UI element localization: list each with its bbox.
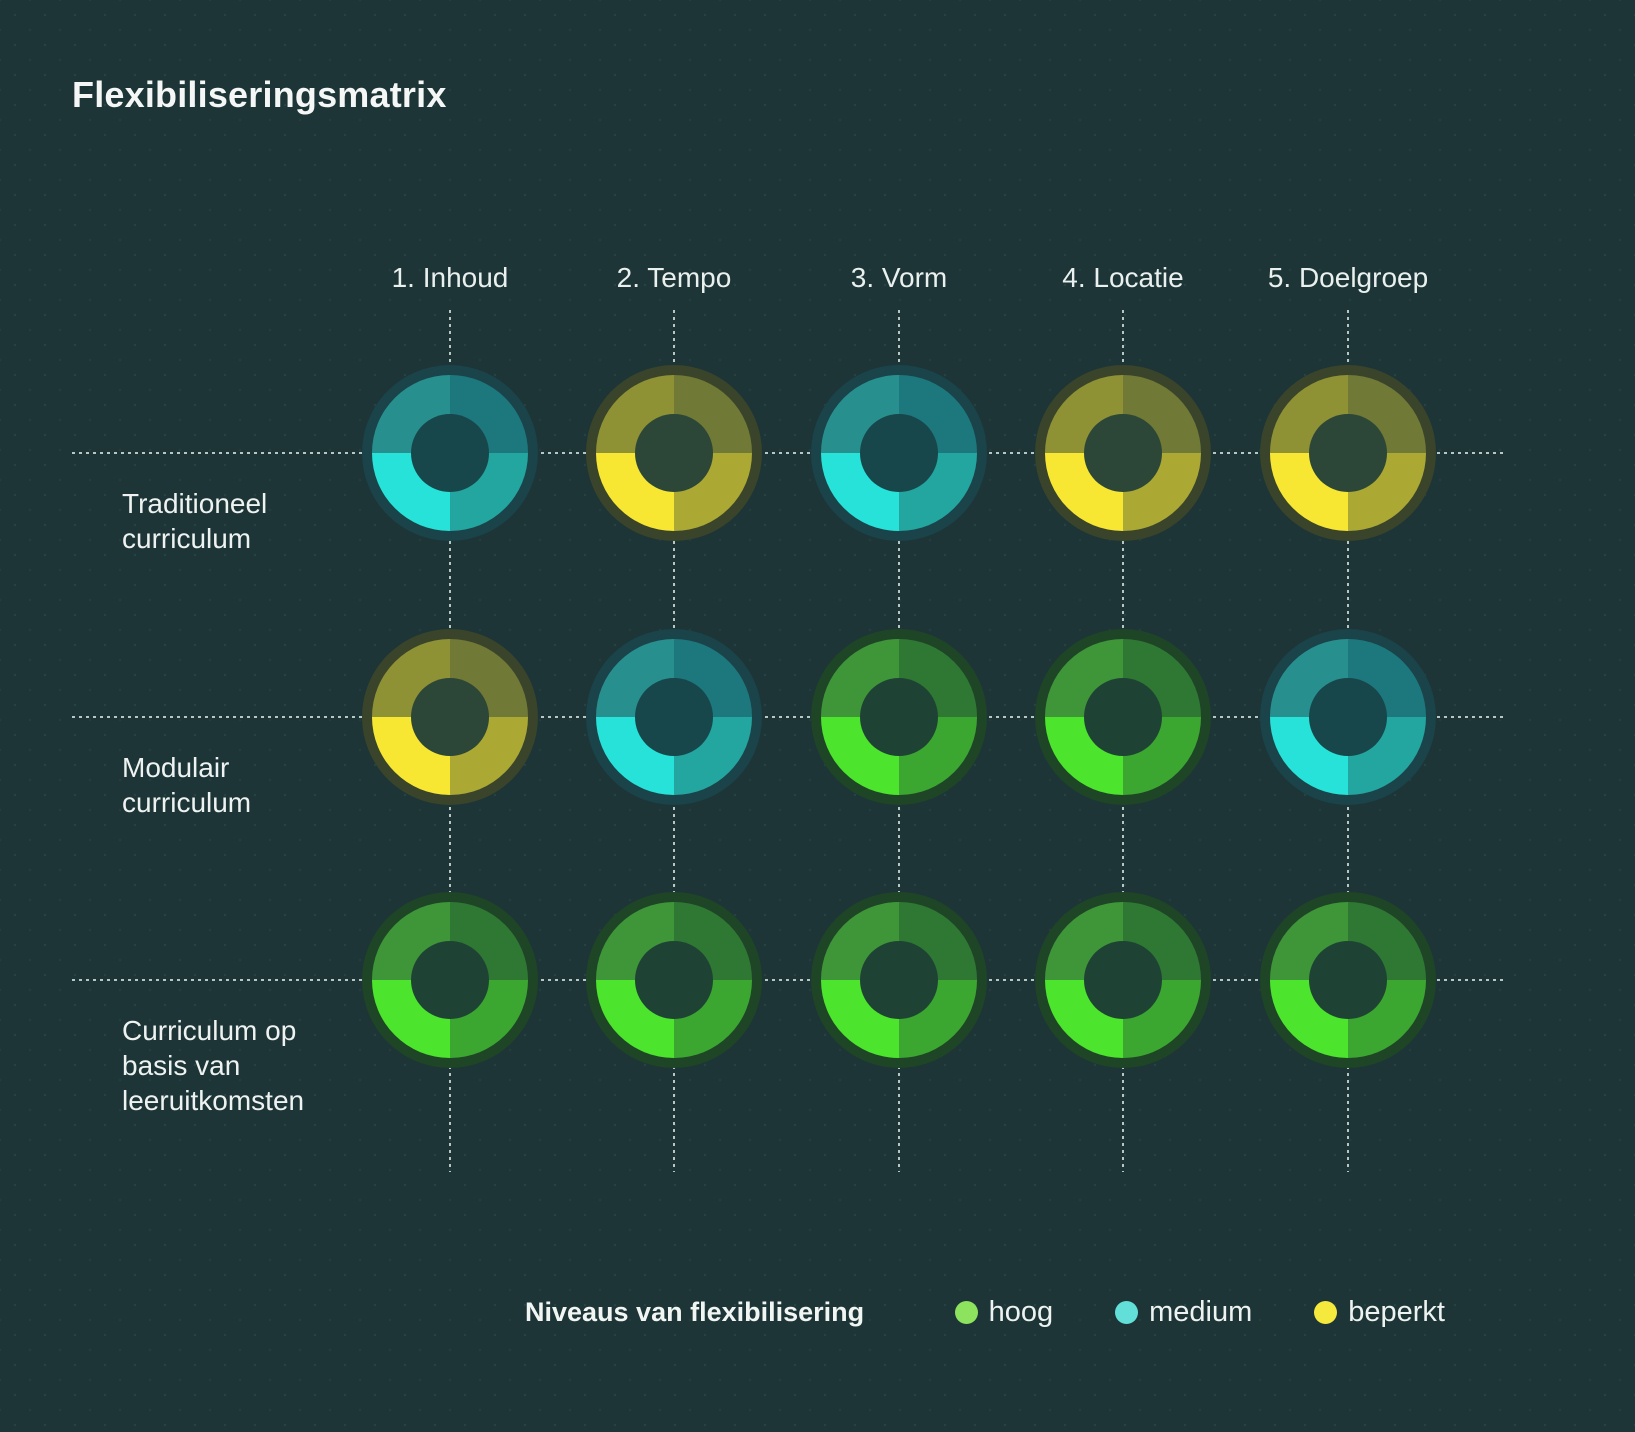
donut-hole [635,414,713,492]
legend-item-label: hoog [988,1295,1054,1328]
legend-item-label: medium [1149,1295,1253,1328]
donut-ring [1270,902,1426,1058]
row-label-line: curriculum [122,523,252,554]
matrix-donut-2-3 [811,629,987,805]
column-header: 5. Doelgroep [1267,262,1429,293]
grid-line-horizontal [72,979,1503,981]
legend-item-label: beperkt [1348,1295,1445,1328]
donut-hole [411,414,489,492]
donut-hole [1084,414,1162,492]
donut-hole [1309,414,1387,492]
donut-ring [821,902,977,1058]
donut-hole [860,941,938,1019]
matrix-donut-3-4 [1035,892,1211,1068]
matrix-donut-3-1 [362,892,538,1068]
row-label-line: leeruitkomsten [122,1085,305,1116]
matrix-donut-1-2 [586,365,762,541]
row-label: Modulair curriculum [122,750,251,820]
legend-swatch-beperkt-icon [1314,1300,1338,1324]
donut-ring [596,902,752,1058]
matrix-donut-3-2 [586,892,762,1068]
donut-hole [411,941,489,1019]
matrix-donut-2-4 [1035,629,1211,805]
donut-hole [1084,941,1162,1019]
donut-hole [860,414,938,492]
matrix-donut-3-5 [1260,892,1436,1068]
donut-ring [1045,375,1201,531]
donut-ring [821,375,977,531]
legend-title: Niveaus van flexibilisering [525,1296,865,1327]
legend: Niveaus van flexibilisering hoog medium be… [525,1288,1445,1336]
column-header: 4. Locatie [1062,262,1184,293]
legend-item-beperkt: beperkt [1314,1296,1445,1329]
donut-ring [596,375,752,531]
row-label-line: basis van [122,1050,241,1081]
column-header: 3. Vorm [850,262,948,293]
donut-hole [635,678,713,756]
grid-line-horizontal [72,452,1503,454]
donut-ring [1270,375,1426,531]
row-label: Traditioneel curriculum [122,486,267,556]
row-label-line: Modulair [122,752,230,783]
donut-ring [372,639,528,795]
legend-items: hoog medium beperkt [954,1295,1445,1329]
donut-ring [1045,639,1201,795]
donut-ring [1045,902,1201,1058]
donut-ring [372,375,528,531]
column-header: 1. Inhoud [391,262,509,293]
donut-hole [860,678,938,756]
matrix-donut-2-1 [362,629,538,805]
legend-item-hoog: hoog [954,1295,1054,1329]
matrix-donut-1-3 [811,365,987,541]
donut-hole [1309,941,1387,1019]
matrix-donut-1-4 [1035,365,1211,541]
donut-ring [1270,639,1426,795]
donut-ring [372,902,528,1058]
matrix-donut-3-3 [811,892,987,1068]
legend-swatch-hoog-icon [954,1300,978,1324]
donut-hole [1309,678,1387,756]
donut-ring [596,639,752,795]
donut-ring [821,639,977,795]
matrix-donut-2-2 [586,629,762,805]
legend-swatch-medium-icon [1115,1300,1139,1324]
matrix-donut-1-1 [362,365,538,541]
donut-hole [635,941,713,1019]
donut-hole [1084,678,1162,756]
grid-line-horizontal [72,716,1503,718]
matrix-donut-1-5 [1260,365,1436,541]
legend-item-medium: medium [1115,1296,1252,1329]
row-label-line: Curriculum op [122,1015,297,1046]
row-label-line: curriculum [122,787,252,818]
row-label-line: Traditioneel [122,488,268,519]
row-label: Curriculum op basis van leeruitkomsten [122,1013,304,1118]
donut-hole [411,678,489,756]
column-header: 2. Tempo [616,262,732,293]
matrix-donut-2-5 [1260,629,1436,805]
page-title: Flexibiliseringsmatrix [72,74,447,115]
